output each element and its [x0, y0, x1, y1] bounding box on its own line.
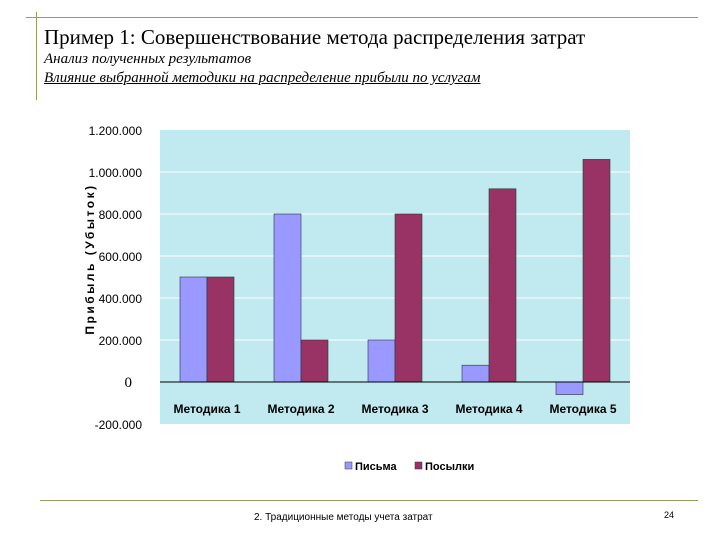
- bar-series1: [179, 276, 208, 383]
- bar-series1: [273, 213, 302, 383]
- y-tick-label: 1.200.000: [89, 124, 143, 138]
- legend-swatch: [414, 461, 423, 470]
- legend-swatch: [344, 461, 353, 470]
- y-tick-labels: 1.200.000 1.000.000 800.000 600.000 400.000 2…: [89, 124, 143, 432]
- y-tick-label: 1.000.000: [89, 166, 143, 180]
- bar-series1: [367, 339, 396, 383]
- legend-label: Посылки: [425, 461, 474, 473]
- footer-line: [40, 500, 698, 501]
- legend: Письма Посылки: [344, 461, 474, 473]
- title-block: Пример 1: Совершенствование метода распр…: [44, 24, 704, 88]
- y-tick-label: 200.000: [99, 334, 143, 348]
- x-tick-label: Методика 4: [455, 402, 522, 416]
- y-tick-label: 0: [125, 375, 133, 391]
- legend-label: Письма: [355, 461, 398, 473]
- bar-series1: [555, 381, 584, 395]
- slide-subtitle-underlined: Влияние выбранной методики на распределе…: [44, 70, 481, 86]
- x-tick-label: Методика 1: [173, 402, 240, 416]
- slide-subtitle: Анализ полученных результатов: [44, 51, 252, 67]
- y-tick-label: 800.000: [99, 208, 143, 222]
- frame-line-vertical: [36, 12, 37, 100]
- y-axis-label: Прибыль (Убыток): [83, 183, 97, 334]
- page-number: 24: [664, 510, 675, 520]
- bar-series2: [488, 188, 517, 383]
- x-tick-labels: Методика 1 Методика 2 Методика 3 Методика 4…: [173, 402, 616, 416]
- y-tick-label: 400.000: [99, 292, 143, 306]
- x-tick-label: Методика 3: [361, 402, 428, 416]
- y-tick-label: -200.000: [95, 418, 143, 432]
- bar-series2: [206, 276, 235, 383]
- bar-series2: [582, 159, 611, 383]
- bar-series2: [394, 213, 423, 383]
- frame-line-horizontal: [26, 17, 698, 18]
- bar-series1: [461, 364, 490, 383]
- y-tick-label: 600.000: [99, 250, 143, 264]
- x-tick-label: Методика 2: [267, 402, 334, 416]
- x-tick-label: Методика 5: [549, 402, 616, 416]
- footer-text: 2. Традиционные методы учета затрат: [254, 512, 433, 523]
- bars: [179, 159, 611, 395]
- bar-series2: [300, 339, 329, 383]
- slide-title: Пример 1: Совершенствование метода распр…: [44, 25, 586, 49]
